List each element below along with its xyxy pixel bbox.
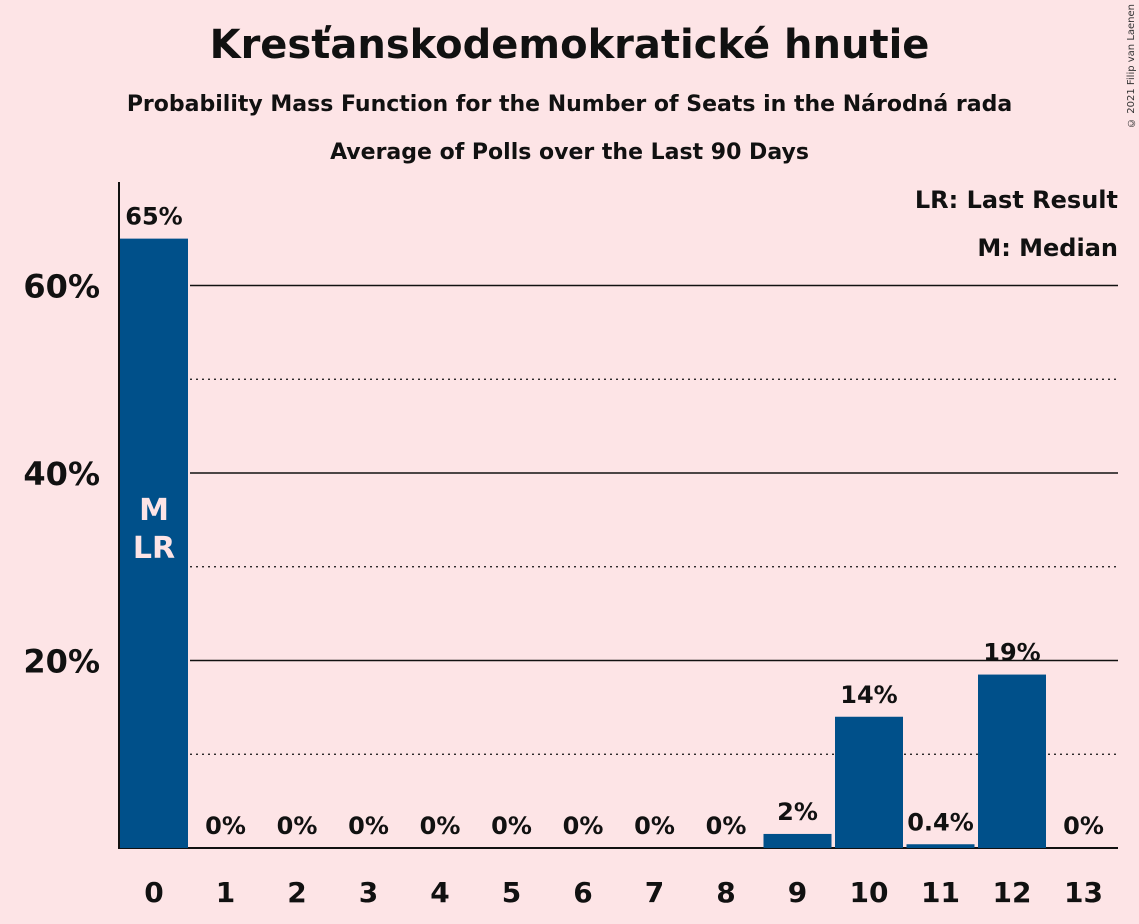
chart-title: Kresťanskodemokratické hnutie xyxy=(209,22,930,68)
x-tick-label: 12 xyxy=(993,876,1032,909)
y-tick-label: 20% xyxy=(23,643,100,681)
data-label-0: 65% xyxy=(125,203,182,231)
legend-last-result: LR: Last Result xyxy=(914,186,1118,214)
x-tick-label: 11 xyxy=(921,876,960,909)
data-label-12: 19% xyxy=(983,639,1040,667)
bar-10 xyxy=(835,716,903,848)
x-tick-label: 13 xyxy=(1064,876,1103,909)
data-label-13: 0% xyxy=(1063,812,1104,840)
data-label-6: 0% xyxy=(563,812,604,840)
x-tick-label: 7 xyxy=(645,876,664,909)
x-tick-label: 3 xyxy=(359,876,378,909)
y-tick-label: 40% xyxy=(23,455,100,493)
data-label-7: 0% xyxy=(634,812,675,840)
x-tick-label: 4 xyxy=(430,876,449,909)
x-tick-label: 0 xyxy=(144,876,163,909)
data-label-11: 0.4% xyxy=(907,808,974,836)
legend-median: M: Median xyxy=(977,234,1118,262)
data-label-5: 0% xyxy=(491,812,532,840)
x-tick-label: 6 xyxy=(573,876,592,909)
bar-11 xyxy=(906,844,975,848)
data-label-1: 0% xyxy=(205,812,246,840)
data-label-8: 0% xyxy=(706,812,747,840)
chart-subtitle-2: Average of Polls over the Last 90 Days xyxy=(330,140,809,165)
x-tick-label: 5 xyxy=(502,876,521,909)
data-label-2: 0% xyxy=(277,812,318,840)
x-tick-label: 9 xyxy=(788,876,807,909)
bar-12 xyxy=(978,674,1046,848)
median-marker: M xyxy=(139,493,169,528)
last-result-marker: LR xyxy=(133,531,175,566)
data-label-3: 0% xyxy=(348,812,389,840)
data-label-9: 2% xyxy=(777,798,818,826)
y-tick-label: 60% xyxy=(23,268,100,306)
x-tick-label: 1 xyxy=(216,876,235,909)
data-label-10: 14% xyxy=(840,681,897,709)
data-label-4: 0% xyxy=(420,812,461,840)
x-tick-label: 2 xyxy=(287,876,306,909)
x-tick-label: 10 xyxy=(850,876,889,909)
bar-0 xyxy=(120,238,188,848)
x-tick-label: 8 xyxy=(716,876,735,909)
bar-9 xyxy=(763,833,832,848)
chart-subtitle: Probability Mass Function for the Number… xyxy=(126,92,1013,117)
